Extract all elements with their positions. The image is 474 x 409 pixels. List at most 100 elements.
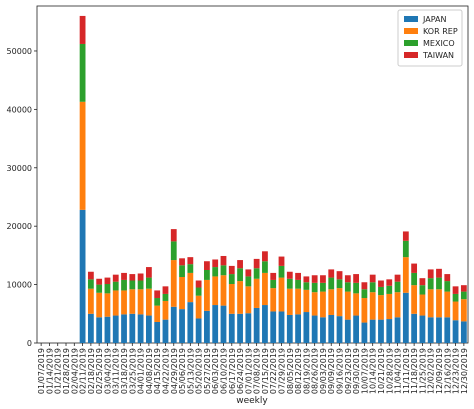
bar-segment bbox=[179, 309, 185, 343]
bar-segment bbox=[195, 287, 202, 296]
x-tick-label: 12/23/2019 bbox=[452, 348, 461, 394]
bar-segment bbox=[427, 289, 434, 318]
legend-swatch bbox=[404, 40, 418, 46]
bar-segment bbox=[303, 312, 310, 343]
bar-segment bbox=[137, 273, 144, 281]
x-tick-label: 01/14/2019 bbox=[45, 348, 54, 394]
bar-segment bbox=[162, 286, 169, 294]
bar-segment bbox=[220, 265, 227, 276]
bar-segment bbox=[353, 293, 360, 316]
bar-segment bbox=[187, 272, 194, 303]
bar-segment bbox=[228, 284, 235, 314]
x-tick-label: 04/29/2019 bbox=[170, 348, 179, 394]
x-tick-label: 01/21/2019 bbox=[54, 348, 63, 394]
bar-segment bbox=[212, 267, 219, 277]
bar-segment bbox=[154, 298, 161, 306]
x-tick-label: 02/11/2019 bbox=[79, 348, 88, 394]
bar-segment bbox=[179, 277, 185, 310]
x-tick-label: 09/23/2019 bbox=[344, 348, 353, 394]
bar-segment bbox=[96, 292, 103, 318]
bar-segment bbox=[361, 289, 368, 299]
x-tick-label: 04/15/2019 bbox=[153, 348, 162, 394]
bar-segment bbox=[270, 279, 277, 289]
bar-segment bbox=[237, 260, 243, 269]
bar-segment bbox=[204, 279, 210, 311]
bar-segment bbox=[145, 288, 152, 316]
x-tick-label: 08/26/2019 bbox=[311, 348, 320, 394]
x-tick-label: 11/11/2019 bbox=[402, 348, 411, 394]
bar-segment bbox=[170, 306, 177, 343]
legend-label: KOR REP bbox=[423, 27, 458, 36]
bar-segment bbox=[311, 282, 318, 293]
bar-segment bbox=[419, 315, 426, 343]
x-tick-label: 08/12/2019 bbox=[294, 348, 303, 394]
bar-segment bbox=[336, 279, 343, 289]
bar-segment bbox=[295, 288, 301, 315]
bar-segment bbox=[129, 289, 136, 314]
bar-segment bbox=[245, 269, 252, 277]
bar-segment bbox=[394, 292, 401, 318]
bar-segment bbox=[427, 278, 434, 290]
bar-segment bbox=[253, 307, 260, 343]
bar-segment bbox=[353, 315, 360, 343]
bar-segment bbox=[452, 320, 459, 343]
bar-segment bbox=[195, 295, 202, 319]
bar-segment bbox=[460, 299, 467, 322]
bar-segment bbox=[96, 284, 103, 293]
bar-segment bbox=[170, 229, 177, 242]
x-tick-label: 05/27/2019 bbox=[203, 348, 212, 394]
x-tick-label: 08/19/2019 bbox=[302, 348, 311, 394]
bar-segment bbox=[402, 240, 409, 258]
bar-segment bbox=[112, 290, 119, 316]
x-tick-label: 09/03/2019 bbox=[319, 348, 328, 394]
bar-segment bbox=[436, 317, 442, 343]
bar-segment bbox=[87, 271, 94, 280]
bar-segment bbox=[361, 322, 368, 343]
bar-segment bbox=[87, 288, 94, 314]
bar-segment bbox=[170, 260, 177, 307]
bar-segment bbox=[112, 315, 119, 343]
bar-segment bbox=[460, 285, 467, 292]
bar-segment bbox=[278, 277, 285, 312]
bar-segment bbox=[237, 268, 243, 282]
legend-label: JAPAN bbox=[422, 15, 446, 24]
bar-segment bbox=[444, 281, 451, 292]
bar-segment bbox=[411, 285, 418, 314]
bar-segment bbox=[96, 317, 103, 343]
bar-segment bbox=[220, 275, 227, 306]
bar-segment bbox=[278, 256, 285, 266]
bar-segment bbox=[328, 269, 335, 278]
x-tick-label: 02/25/2019 bbox=[95, 348, 104, 394]
bar-segment bbox=[270, 288, 277, 312]
bar-segment bbox=[427, 269, 434, 279]
x-tick-label: 09/09/2019 bbox=[327, 348, 336, 394]
y-tick-label: 10000 bbox=[7, 281, 32, 290]
bar-segment bbox=[179, 265, 185, 278]
bar-segment bbox=[336, 288, 343, 317]
bar-segment bbox=[187, 257, 194, 265]
bar-segment bbox=[262, 272, 268, 306]
bar-segment bbox=[79, 43, 86, 102]
bar-segment bbox=[353, 274, 360, 283]
y-tick-label: 50000 bbox=[7, 47, 32, 56]
bar-segment bbox=[162, 293, 169, 301]
x-tick-label: 05/06/2019 bbox=[178, 348, 187, 394]
y-tick-label: 0 bbox=[27, 339, 32, 348]
bar-segment bbox=[237, 281, 243, 314]
x-tick-label: 10/21/2019 bbox=[377, 348, 386, 394]
bar-segment bbox=[394, 317, 401, 343]
bar-segment bbox=[344, 275, 351, 283]
bar-segment bbox=[303, 289, 310, 313]
bar-segment bbox=[320, 291, 326, 318]
bar-segment bbox=[320, 317, 326, 343]
bar-segment bbox=[278, 311, 285, 343]
bar-segment bbox=[386, 279, 393, 286]
x-axis-label: weekly bbox=[236, 396, 268, 406]
bar-segment bbox=[270, 311, 277, 343]
x-tick-label: 11/18/2019 bbox=[410, 348, 419, 394]
bar-segment bbox=[444, 317, 451, 343]
bar-segment bbox=[336, 316, 343, 343]
bar-segment bbox=[162, 300, 169, 320]
bar-segment bbox=[112, 274, 119, 282]
bar-segment bbox=[87, 313, 94, 343]
